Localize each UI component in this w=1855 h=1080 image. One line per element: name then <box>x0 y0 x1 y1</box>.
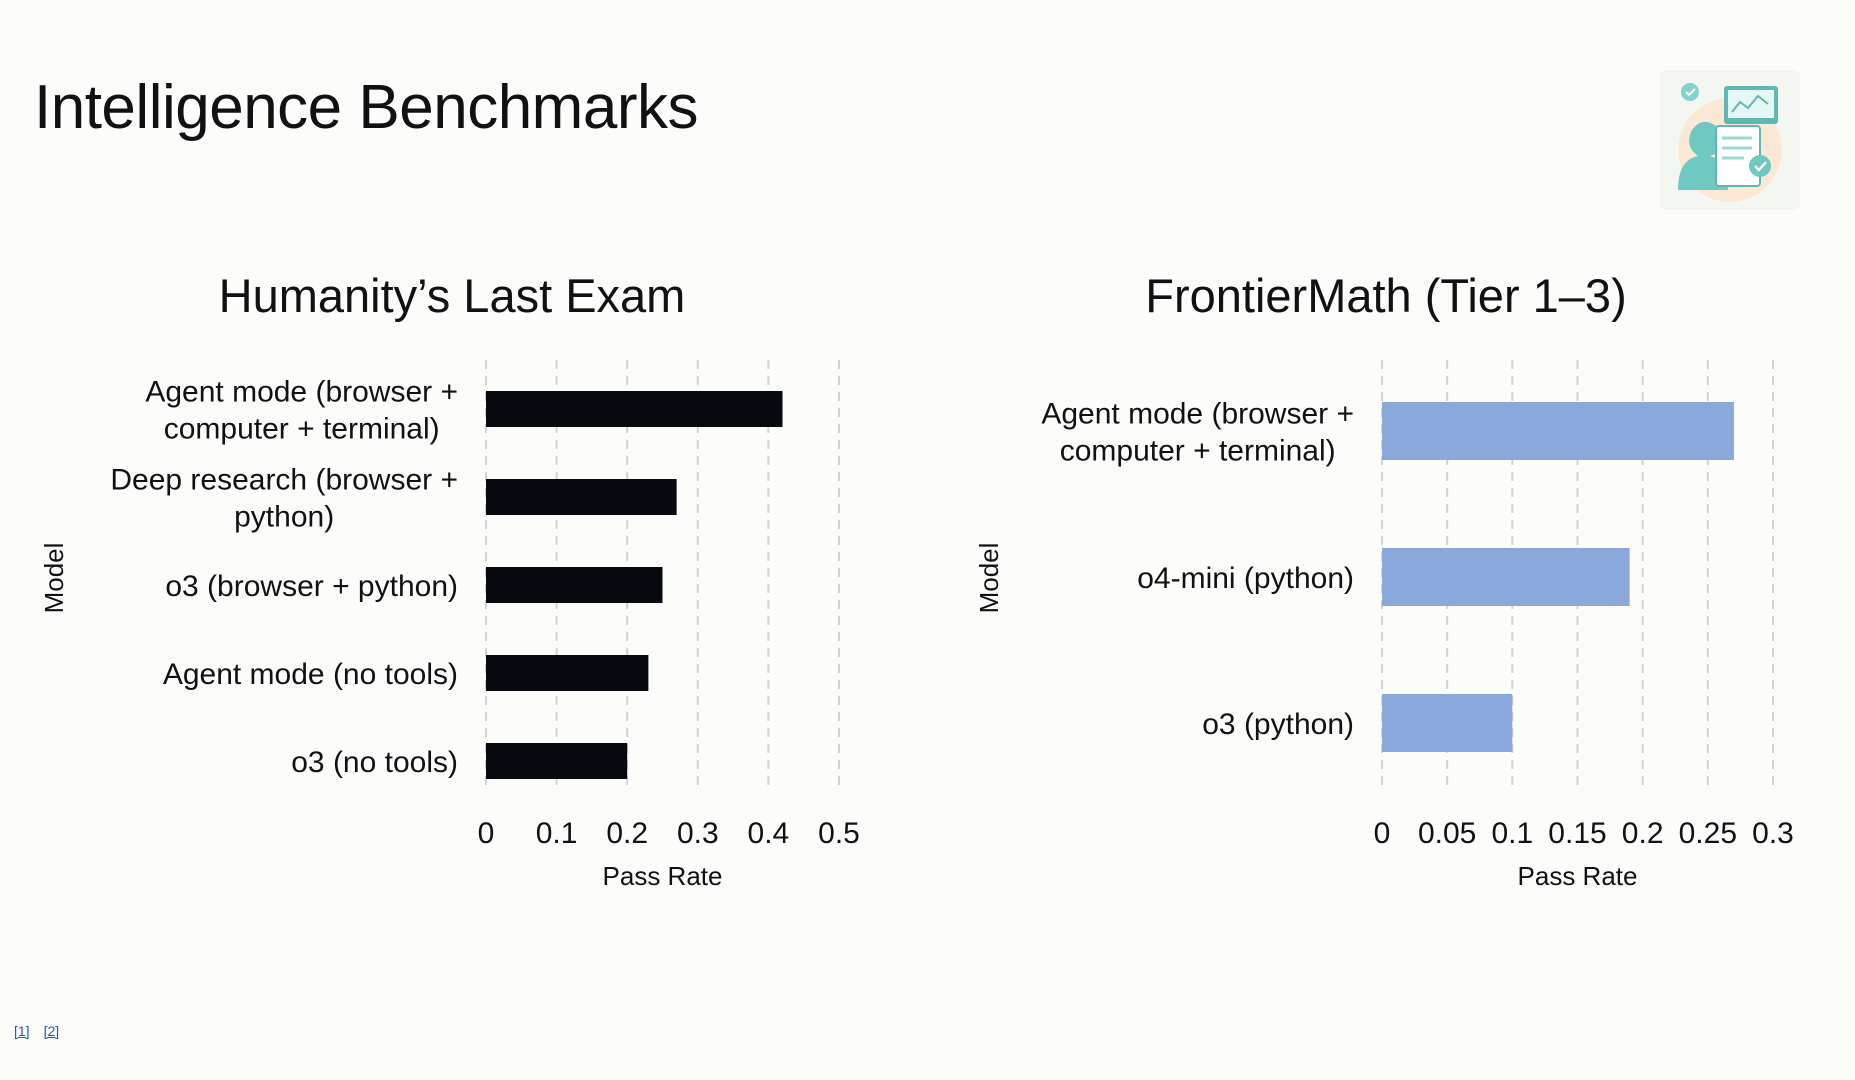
slide-title: Intelligence Benchmarks <box>34 73 698 142</box>
chart1-bar <box>486 655 649 691</box>
chart2-x-tick-label: 0 <box>1374 817 1391 850</box>
chart2-x-tick-label: 0.05 <box>1418 817 1476 850</box>
chart1-bar <box>486 567 663 603</box>
footnote-link-1[interactable]: [1] <box>14 1023 30 1039</box>
chart2-x-tick-label: 0.1 <box>1491 817 1533 850</box>
chart1-y-axis-label: Model <box>39 543 69 614</box>
chart1-x-axis-label: Pass Rate <box>603 861 723 891</box>
chart2-category-label: o4-mini (python) <box>1137 562 1354 595</box>
chart1-bar <box>486 391 783 427</box>
chart2-category-label: Agent mode (browser + computer + terminal… <box>1041 398 1354 468</box>
chart2-x-tick-label: 0.15 <box>1548 817 1606 850</box>
chart2-x-axis-label: Pass Rate <box>1518 861 1638 891</box>
chart1-x-tick-label: 0.2 <box>606 817 648 850</box>
chart1-x-tick-label: 0.4 <box>748 817 790 850</box>
ai-assistant-illustration-icon <box>1660 70 1800 210</box>
chart1-category-label: Deep research (browser + python) <box>110 464 458 534</box>
chart2-x-tick-label: 0.25 <box>1679 817 1737 850</box>
chart1-x-tick-label: 0.1 <box>536 817 578 850</box>
chart1-category-label: Agent mode (no tools) <box>163 658 458 691</box>
chart1-category-label: o3 (no tools) <box>291 746 458 779</box>
footnotes: [1] [2] <box>14 1023 73 1039</box>
chart1-category-label: Agent mode (browser + computer + terminal… <box>145 376 458 446</box>
chart2-x-tick-label: 0.3 <box>1752 817 1794 850</box>
chart1-x-tick-label: 0.3 <box>677 817 719 850</box>
chart2-bar <box>1382 402 1734 460</box>
chart1-bar <box>486 743 628 779</box>
chart1-x-tick-label: 0 <box>478 817 495 850</box>
footnote-link-2[interactable]: [2] <box>43 1023 60 1039</box>
chart2-bar <box>1382 694 1513 752</box>
chart2-bar <box>1382 548 1630 606</box>
chart1-x-tick-label: 0.5 <box>818 817 860 850</box>
chart1-title: Humanity’s Last Exam <box>219 269 686 322</box>
chart1-category-label: o3 (browser + python) <box>165 570 458 603</box>
chart1-bar <box>486 479 677 515</box>
chart2-y-axis-label: Model <box>974 543 1004 614</box>
chart2-x-tick-label: 0.2 <box>1622 817 1664 850</box>
chart2-title: FrontierMath (Tier 1–3) <box>1145 269 1626 322</box>
chart2-category-label: o3 (python) <box>1202 708 1354 741</box>
